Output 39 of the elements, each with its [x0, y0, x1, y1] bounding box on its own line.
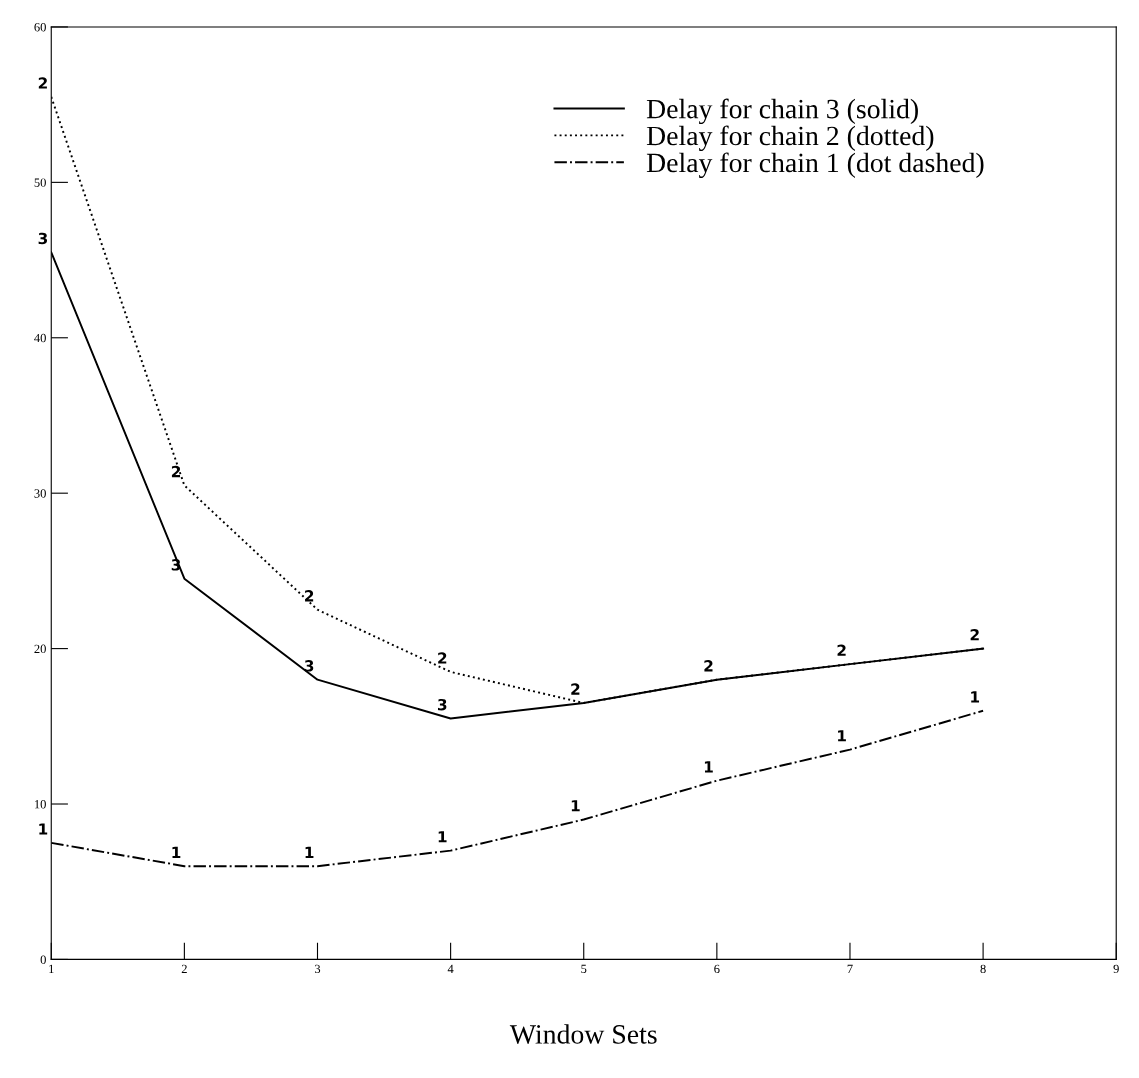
annotation: 2 [704, 660, 713, 672]
y-tick-label: 40 [34, 333, 46, 343]
annotation: 3 [38, 232, 48, 245]
annotation: 3 [437, 698, 447, 711]
y-tick-label: 10 [34, 800, 46, 809]
x-tick-label: 2 [181, 964, 187, 973]
x-tick-label: 9 [1113, 964, 1119, 974]
annotation: 1 [39, 823, 48, 835]
x-tick-label: 8 [980, 964, 986, 974]
annotation: 2 [837, 644, 846, 656]
annotation: 2 [571, 683, 580, 695]
x-tick-label: 4 [447, 964, 454, 973]
x-tick-label: 6 [714, 964, 720, 974]
x-tick-label: 5 [581, 964, 587, 974]
annotation: 1 [704, 761, 713, 773]
annotation: 2 [171, 465, 181, 478]
x-axis-title: Window Sets [509, 1024, 657, 1044]
y-tick-label: 50 [34, 178, 46, 187]
x-tick-label: 3 [314, 964, 321, 974]
y-tick-label: 30 [34, 489, 46, 498]
annotation: 1 [305, 846, 314, 858]
y-tick-label: 20 [34, 644, 46, 654]
annotation: 2 [970, 628, 979, 641]
y-tick-label: 0 [40, 955, 46, 964]
annotation: 2 [305, 590, 314, 602]
annotation: 1 [838, 730, 846, 742]
annotation: 1 [172, 846, 181, 858]
annotation: 1 [571, 800, 580, 812]
y-tick-label: 60 [34, 22, 46, 32]
legend-label: Delay for chain 1 (dot dashed) [646, 152, 984, 178]
annotation: 2 [438, 652, 447, 664]
annotation: 1 [971, 691, 980, 703]
legend-label: Delay for chain 3 (solid) [646, 98, 918, 125]
x-tick-label: 7 [847, 964, 853, 973]
annotation: 3 [304, 660, 314, 672]
x-tick-label: 1 [49, 964, 54, 973]
annotation: 2 [38, 77, 47, 89]
legend-label: Delay for chain 2 (dotted) [646, 125, 934, 152]
annotation: 1 [438, 831, 447, 843]
